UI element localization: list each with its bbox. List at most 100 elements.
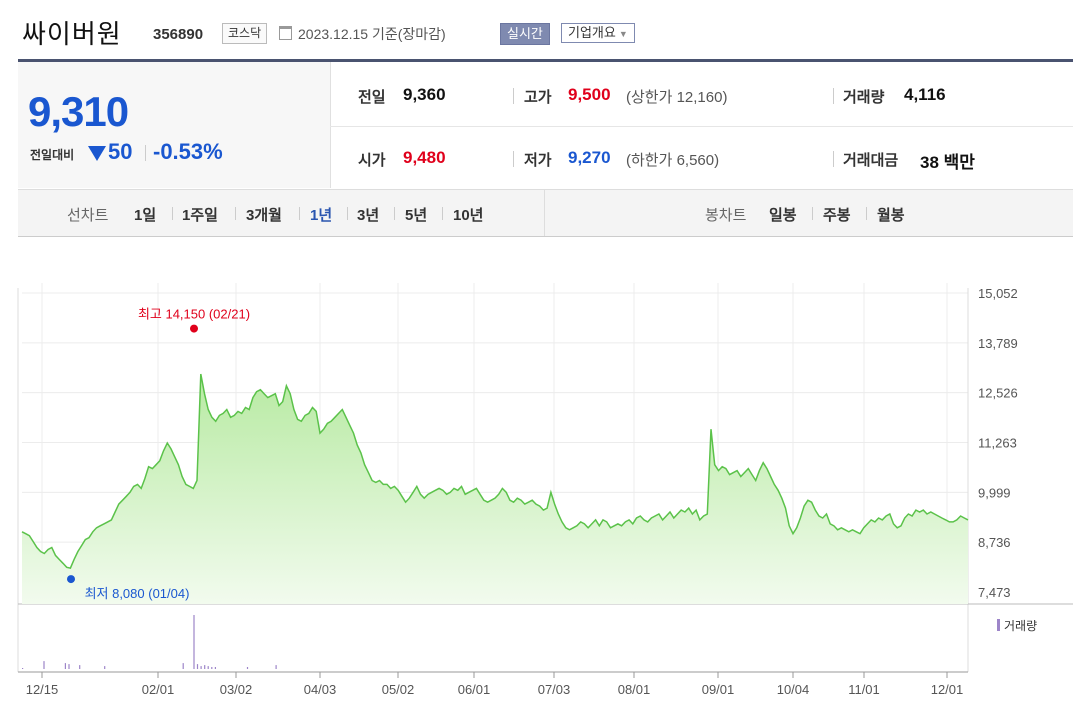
- volume-legend: 거래량: [1004, 619, 1037, 633]
- market-badge: 코스닥: [222, 23, 268, 44]
- date-tick-label: 07/03: [538, 682, 571, 697]
- trade-date: 2023.12.15 기준(장마감): [298, 26, 446, 42]
- date-tick-label: 04/03: [304, 682, 337, 697]
- period-sep: [299, 207, 300, 220]
- period-1y[interactable]: 1년: [310, 207, 333, 224]
- volume-bar: [104, 666, 106, 669]
- company-overview-button[interactable]: 기업개요 ▼: [561, 23, 635, 43]
- price-tick-label: 8,736: [978, 535, 1011, 550]
- price-tick-label: 7,473: [978, 585, 1011, 600]
- price-tick-label: 9,999: [978, 485, 1011, 500]
- high-value: 9,500: [568, 85, 611, 104]
- volume-bar: [214, 667, 216, 669]
- period-bar: [18, 189, 1073, 237]
- stock-code: 356890: [153, 26, 204, 43]
- volume-value: 4,116: [904, 85, 946, 104]
- change-value: 50: [108, 139, 133, 164]
- current-price: 9,310: [28, 88, 129, 135]
- down-arrow-icon: [88, 146, 106, 161]
- volume-bar: [196, 664, 199, 669]
- date-tick-label: 12/15: [26, 682, 59, 697]
- change-separator: [145, 145, 146, 161]
- volume-bar: [204, 665, 206, 669]
- period-3m[interactable]: 3개월: [246, 207, 282, 224]
- volume-bar: [43, 661, 45, 669]
- date-tick-label: 03/02: [220, 682, 253, 697]
- period-bar-divider: [544, 190, 545, 236]
- volume-bar: [200, 666, 202, 669]
- period-sep: [866, 207, 867, 220]
- date-tick-label: 08/01: [618, 682, 651, 697]
- volume-bar: [22, 668, 24, 669]
- candle-daily[interactable]: 일봉: [769, 207, 797, 224]
- period-3y[interactable]: 3년: [357, 207, 380, 224]
- price-tick-label: 13,789: [978, 336, 1018, 351]
- period-sep: [812, 207, 813, 220]
- trade-amount-label: 거래대금: [843, 152, 899, 169]
- price-tick-label: 12,526: [978, 386, 1018, 401]
- volume-bar: [246, 667, 249, 669]
- change-percent: -0.53%: [153, 139, 223, 164]
- candle-monthly[interactable]: 월봉: [877, 207, 905, 224]
- stat-sep: [513, 88, 514, 104]
- chevron-down-icon: ▼: [618, 29, 628, 39]
- prev-close-value: 9,360: [403, 85, 446, 104]
- date-tick-label: 12/01: [931, 682, 964, 697]
- price-tick-label: 11,263: [978, 436, 1017, 451]
- period-5y[interactable]: 5년: [405, 207, 428, 224]
- period-10y[interactable]: 10년: [453, 207, 484, 224]
- company-name: 싸이버원: [22, 19, 122, 49]
- price-area: [22, 374, 968, 604]
- period-sep: [442, 207, 443, 220]
- volume-bar: [193, 615, 195, 669]
- min-marker: [67, 575, 75, 584]
- stat-sep: [833, 88, 834, 104]
- volume-legend-swatch: [997, 619, 1000, 631]
- date-tick-label: 10/04: [777, 682, 810, 697]
- max-marker: [190, 324, 198, 333]
- open-label: 시가: [358, 152, 386, 169]
- volume-bar: [182, 663, 184, 669]
- volume-label: 거래량: [843, 89, 885, 106]
- period-1w[interactable]: 1주일: [182, 207, 218, 224]
- stat-sep: [833, 151, 834, 167]
- low-label: 저가: [524, 152, 552, 169]
- price-panel: [18, 62, 331, 188]
- volume-bar: [68, 664, 70, 669]
- lower-limit: (하한가 6,560): [626, 152, 720, 169]
- calendar-icon: [279, 26, 292, 40]
- period-sep: [347, 207, 348, 220]
- volume-bar: [211, 667, 213, 669]
- date-tick-label: 11/01: [848, 682, 880, 697]
- candle-weekly[interactable]: 주봉: [823, 207, 851, 224]
- date-tick-label: 09/01: [702, 682, 735, 697]
- volume-bars: [22, 615, 277, 669]
- stat-sep: [513, 151, 514, 167]
- min-label: 최저 8,080 (01/04): [85, 586, 190, 601]
- period-sep: [235, 207, 236, 220]
- period-1d[interactable]: 1일: [134, 207, 157, 224]
- open-value: 9,480: [403, 148, 446, 167]
- top-divider: [18, 59, 1073, 62]
- line-chart-label: 선차트: [67, 207, 109, 224]
- period-sep: [172, 207, 173, 220]
- trade-amount-value: 38 백만: [920, 153, 975, 172]
- candle-chart-label: 봉차트: [705, 207, 747, 224]
- high-label: 고가: [524, 89, 552, 106]
- period-sep: [394, 207, 395, 220]
- date-axis: 12/15 02/01 03/02 04/03 05/02 06/01 07/03 08/01…: [26, 672, 964, 697]
- price-axis: 15,052 13,789 12,526 11,263 9,999 8,736 7,473: [978, 286, 1018, 600]
- max-label: 최고 14,150 (02/21): [138, 307, 250, 322]
- realtime-button[interactable]: 실시간: [500, 23, 550, 45]
- low-value: 9,270: [568, 148, 611, 167]
- volume-bar: [64, 663, 66, 669]
- date-tick-label: 06/01: [458, 682, 491, 697]
- stats-divider: [330, 126, 1073, 127]
- volume-bar: [207, 666, 209, 669]
- upper-limit: (상한가 12,160): [626, 89, 728, 106]
- price-tick-label: 15,052: [978, 286, 1018, 301]
- date-tick-label: 05/02: [382, 682, 415, 697]
- volume-bar: [275, 665, 277, 669]
- volume-bar: [79, 665, 81, 669]
